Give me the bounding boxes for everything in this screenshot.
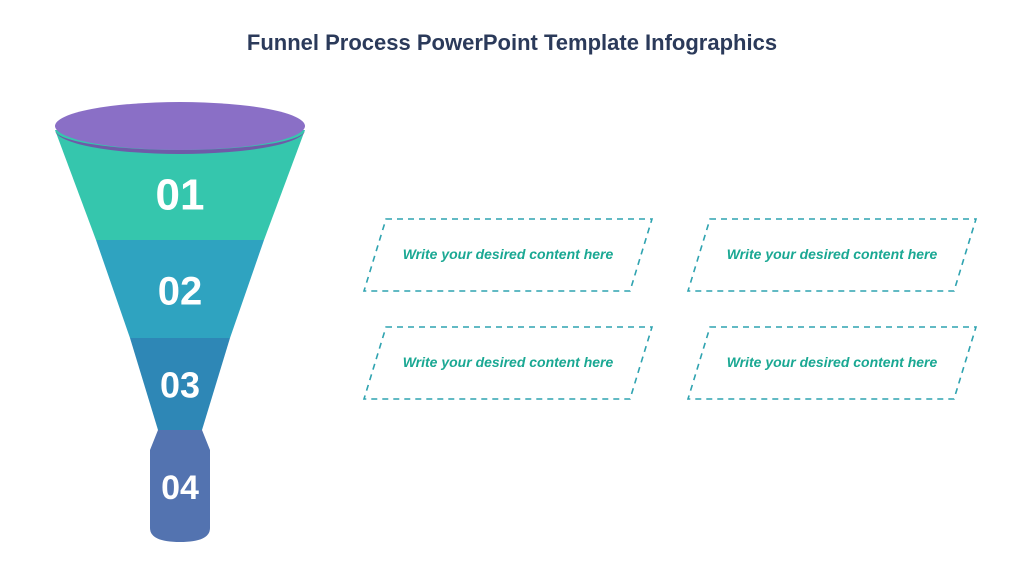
funnel-rim-top xyxy=(55,102,305,150)
funnel-num-3: 03 xyxy=(160,365,200,406)
content-box-3: Write your desired content here xyxy=(360,323,656,403)
page-title: Funnel Process PowerPoint Template Infog… xyxy=(0,30,1024,56)
funnel-svg: 01 02 03 04 xyxy=(50,90,310,550)
content-box-3-text: Write your desired content here xyxy=(360,323,656,403)
content-box-2-text: Write your desired content here xyxy=(684,215,980,295)
funnel-num-2: 02 xyxy=(158,270,203,314)
content-box-4: Write your desired content here xyxy=(684,323,980,403)
funnel-graphic: 01 02 03 04 xyxy=(50,90,310,550)
funnel-num-4: 04 xyxy=(161,469,199,507)
funnel-num-1: 01 xyxy=(156,171,205,220)
content-box-1: Write your desired content here xyxy=(360,215,656,295)
content-box-4-text: Write your desired content here xyxy=(684,323,980,403)
content-boxes: Write your desired content here Write yo… xyxy=(360,215,980,403)
content-box-1-text: Write your desired content here xyxy=(360,215,656,295)
content-box-2: Write your desired content here xyxy=(684,215,980,295)
